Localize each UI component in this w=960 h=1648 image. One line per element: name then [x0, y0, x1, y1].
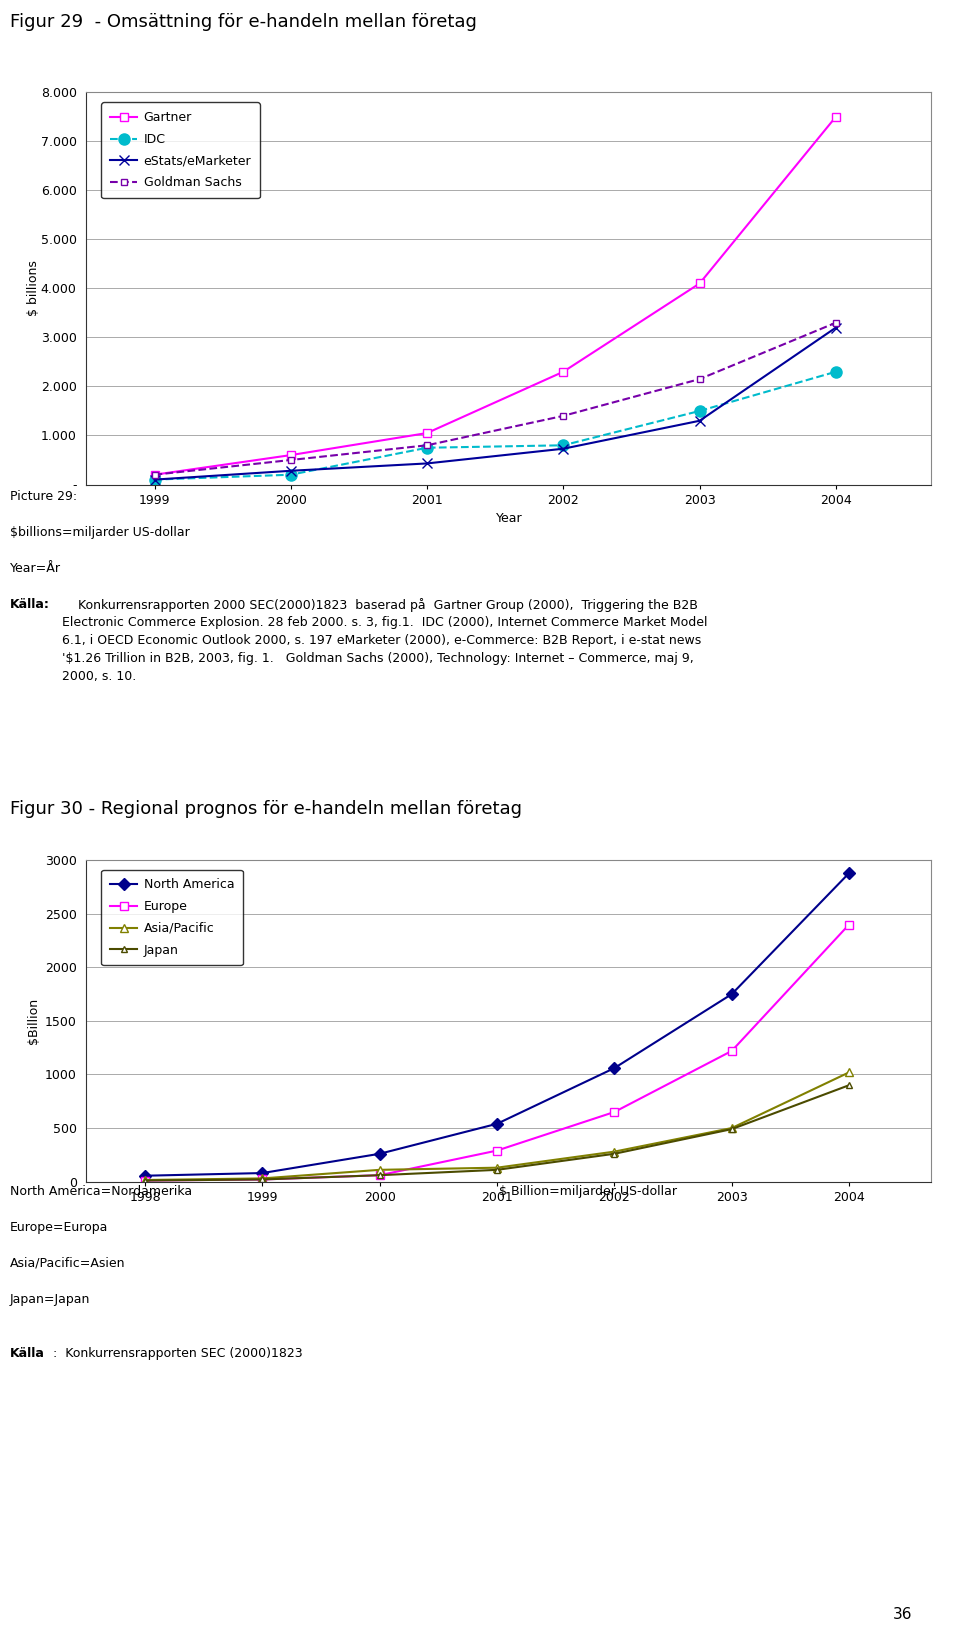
Text: 6.1, i OECD Economic Outlook 2000, s. 197 eMarketer (2000), e-Commerce: B2B Repo: 6.1, i OECD Economic Outlook 2000, s. 19… [62, 634, 702, 648]
Legend: North America, Europe, Asia/Pacific, Japan: North America, Europe, Asia/Pacific, Jap… [101, 870, 243, 966]
Text: 36: 36 [893, 1607, 912, 1622]
Text: Konkurrensrapporten 2000 SEC(2000)1823  baserad på  Gartner Group (2000),  Trigg: Konkurrensrapporten 2000 SEC(2000)1823 b… [62, 598, 698, 611]
Y-axis label: $Billion: $Billion [27, 999, 40, 1043]
Y-axis label: $ billions: $ billions [27, 260, 40, 316]
Text: North America=Nordamerika: North America=Nordamerika [10, 1185, 192, 1198]
Text: Europe=Europa: Europe=Europa [10, 1221, 108, 1234]
Text: Asia/Pacific=Asien: Asia/Pacific=Asien [10, 1257, 125, 1271]
Text: $ Billion=miljarder US-dollar: $ Billion=miljarder US-dollar [499, 1185, 677, 1198]
Text: Electronic Commerce Explosion. 28 feb 2000. s. 3, fig.1.  IDC (2000), Internet C: Electronic Commerce Explosion. 28 feb 20… [62, 616, 708, 630]
Text: Picture 29:: Picture 29: [10, 489, 77, 503]
Text: Japan=Japan: Japan=Japan [10, 1294, 90, 1305]
Text: 2000, s. 10.: 2000, s. 10. [62, 671, 136, 682]
X-axis label: Year: Year [495, 513, 522, 526]
Text: Källa: Källa [10, 1346, 44, 1360]
Text: Figur 29  - Omsättning för e-handeln mellan företag: Figur 29 - Omsättning för e-handeln mell… [10, 13, 476, 31]
Text: Figur 30 - Regional prognos för e-handeln mellan företag: Figur 30 - Regional prognos för e-handel… [10, 799, 521, 817]
Text: Källa:: Källa: [10, 598, 50, 611]
Text: Year=År: Year=År [10, 562, 60, 575]
Text: :  Konkurrensrapporten SEC (2000)1823: : Konkurrensrapporten SEC (2000)1823 [53, 1346, 302, 1360]
Legend: Gartner, IDC, eStats/eMarketer, Goldman Sachs: Gartner, IDC, eStats/eMarketer, Goldman … [101, 102, 260, 198]
Text: $billions=miljarder US-dollar: $billions=miljarder US-dollar [10, 526, 189, 539]
Text: '$1.26 Trillion in B2B, 2003, fig. 1.   Goldman Sachs (2000), Technology: Intern: '$1.26 Trillion in B2B, 2003, fig. 1. Go… [62, 653, 694, 666]
